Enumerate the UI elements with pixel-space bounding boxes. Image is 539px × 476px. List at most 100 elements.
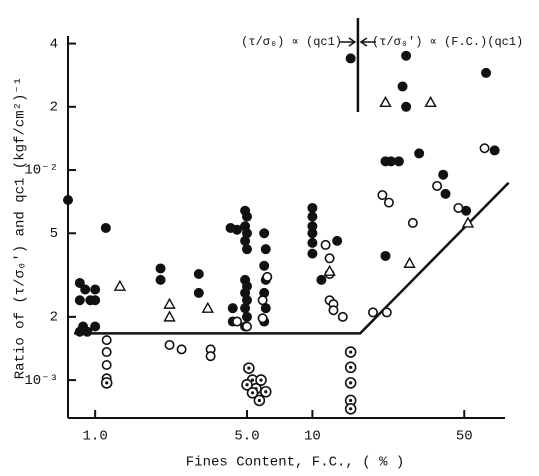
point [63, 195, 73, 206]
point [320, 239, 331, 250]
point [424, 95, 437, 108]
y-tick-label: 10⁻² [24, 163, 58, 179]
point [74, 326, 85, 337]
boundary-line [74, 181, 510, 335]
point-center [250, 391, 255, 395]
point [367, 307, 378, 318]
point [461, 216, 475, 228]
point [80, 284, 91, 295]
point [90, 295, 101, 306]
point-center [247, 366, 251, 370]
point [242, 228, 253, 239]
point [232, 316, 243, 327]
point-center [349, 398, 353, 403]
y-tick-label: 10⁻³ [24, 373, 58, 389]
point-center [245, 383, 249, 387]
arrow [339, 37, 376, 47]
point [479, 143, 490, 154]
x-axis-title: Fines Content, F.C., ( % ) [186, 455, 404, 471]
point [489, 145, 500, 156]
point-center [349, 407, 353, 411]
x-tick-label: 10 [304, 429, 321, 445]
point [453, 202, 464, 213]
point-center [264, 390, 268, 394]
point [262, 271, 273, 282]
point [100, 222, 111, 233]
point [74, 295, 85, 306]
point [155, 263, 166, 274]
point [193, 287, 204, 298]
point [307, 228, 318, 239]
point [232, 224, 243, 235]
point [337, 311, 348, 322]
point [260, 244, 271, 255]
point [82, 326, 93, 337]
point [227, 303, 238, 314]
point [307, 211, 318, 222]
x-tick-label: 50 [456, 429, 473, 445]
x-tick-label: 5.0 [234, 429, 259, 445]
point [240, 303, 251, 314]
point [193, 268, 204, 279]
point [385, 156, 396, 167]
point [242, 295, 253, 306]
point [201, 301, 214, 313]
point [393, 156, 404, 167]
point [242, 311, 253, 322]
point [164, 339, 175, 350]
point [379, 95, 392, 108]
y-tick-label: 2 [50, 310, 58, 326]
point [401, 101, 412, 112]
y-axis-title: Ratio of (τ/σ₀') and qc1 (kgf/cm²)⁻¹ [13, 77, 29, 379]
point [163, 310, 176, 322]
y-tick-label: 4 [50, 36, 58, 52]
point [377, 190, 388, 201]
point [381, 307, 392, 318]
point [101, 359, 112, 370]
point [383, 197, 394, 208]
point [90, 321, 101, 332]
point [257, 295, 268, 306]
point [257, 313, 268, 324]
point [323, 264, 336, 276]
point [432, 180, 443, 191]
point [242, 211, 253, 222]
y-tick-label: 5 [50, 226, 58, 242]
point-center [349, 381, 353, 385]
point [328, 305, 339, 316]
point [345, 53, 356, 64]
point [176, 344, 187, 355]
point [155, 274, 166, 285]
point-center [349, 350, 353, 354]
point [113, 279, 127, 291]
point [403, 256, 416, 268]
point [401, 50, 412, 61]
point-center [349, 365, 353, 369]
point [481, 67, 492, 78]
point [240, 235, 251, 246]
annotation: (τ/σ₀') ∝ (F.C.)(qc1) [372, 35, 523, 49]
point [259, 260, 270, 271]
point [316, 274, 327, 285]
point-center [257, 398, 261, 403]
point [101, 347, 112, 358]
point [440, 188, 451, 199]
point [242, 244, 253, 255]
point [380, 250, 391, 261]
point-center [259, 378, 263, 382]
point [259, 228, 270, 239]
point [397, 81, 408, 92]
point [307, 202, 318, 213]
point [260, 303, 271, 314]
point-center [250, 378, 255, 382]
point [414, 148, 425, 159]
point [307, 237, 318, 248]
x-tick-label: 1.0 [83, 429, 108, 445]
point [242, 321, 253, 332]
point [101, 335, 112, 346]
point [332, 235, 343, 246]
point [163, 297, 176, 309]
point [461, 205, 472, 216]
y-tick-label: 2 [50, 100, 58, 116]
